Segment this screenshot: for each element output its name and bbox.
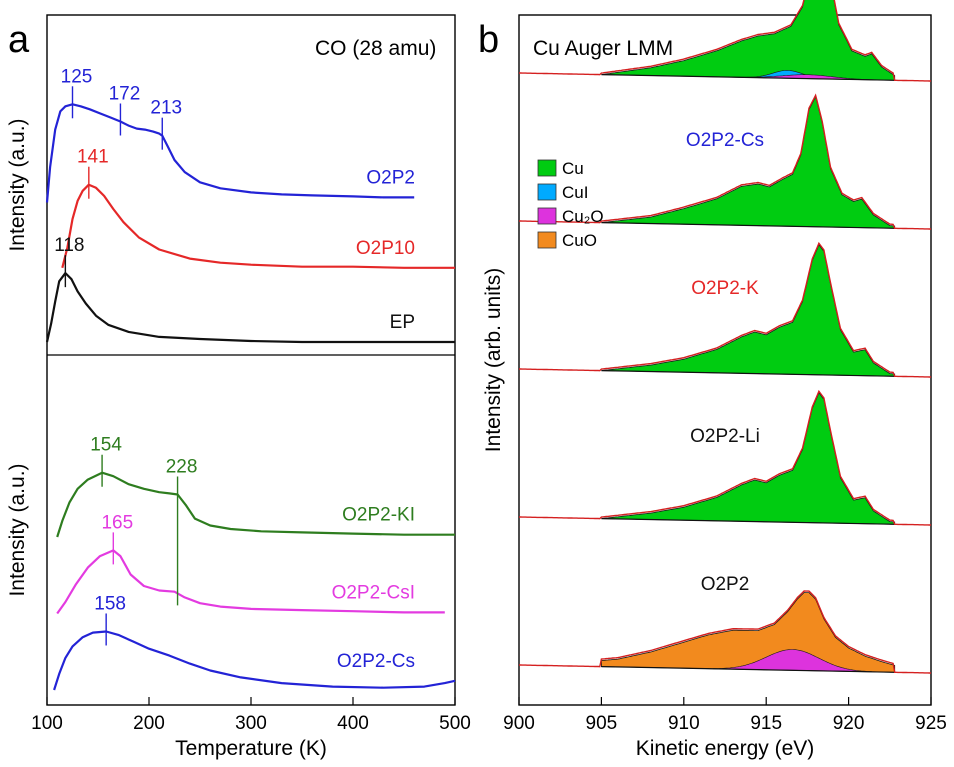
component-cu-o2p2-cs — [601, 95, 896, 229]
curve-label-o2p2-li: O2P2-Li — [690, 426, 760, 447]
fit-envelope-o2p2-k — [519, 241, 931, 378]
legend-label-cui: CuI — [562, 183, 588, 202]
panel-a-xtick-label: 400 — [337, 713, 369, 734]
series-line-o2p2-csi — [56, 549, 445, 615]
legend-swatch-cu — [537, 159, 557, 177]
component-cu-o2p2-li — [601, 392, 896, 525]
series-label-o2p2-cs: O2P2-Cs — [337, 651, 415, 672]
panel-b-ylabel: Intensity (arb. units) — [482, 268, 505, 452]
panel-a-xlabel: Temperature (K) — [175, 737, 327, 760]
panel-a-ylabel-bottom: Intensity (a.u.) — [6, 463, 29, 596]
legend-label-cu-o: Cu₂O — [562, 207, 604, 226]
panel-a: a CO (28 amu) Intensity (a.u.) Intensity… — [6, 14, 471, 760]
series-line-o2p2-cs — [53, 630, 456, 691]
series-line-o2p2-ki — [56, 471, 455, 538]
series-label-o2p2: O2P2 — [366, 167, 415, 188]
background-line-o2p2 — [601, 666, 895, 673]
panel-a-xaxis: 100 200 300 400 500 — [31, 697, 471, 734]
curve-label-o2p2-cs: O2P2-Cs — [686, 130, 764, 151]
series-label-o2p10: O2P10 — [356, 238, 415, 259]
fit-envelope-o2p2-li — [519, 389, 931, 526]
peak-label-165: 165 — [101, 512, 133, 533]
legend-swatch-cu-o — [537, 207, 557, 225]
legend-label-cu: Cu — [562, 159, 584, 178]
series-line-o2p10 — [61, 183, 455, 269]
panel-b-xtick-label: 915 — [750, 713, 782, 734]
component-cu-o2p2-k — [601, 244, 896, 377]
peak-label-141: 141 — [77, 147, 109, 168]
panel-b-xlabel: Kinetic energy (eV) — [636, 737, 815, 760]
panel-b-letter: b — [478, 19, 499, 61]
background-line-o2p2-li — [601, 518, 895, 525]
peak-label-125: 125 — [61, 66, 93, 87]
panel-b-plot: O2P2-CsI O2P2-Cs O2P2-K O2P2-Li O2P2 — [519, 0, 931, 674]
fit-envelope-o2p2-csi — [519, 0, 931, 82]
fit-envelope-o2p2-cs — [519, 93, 931, 230]
series-line-o2p2 — [45, 103, 415, 203]
panel-b-xtick-label: 910 — [668, 713, 700, 734]
panel-b-legend: Cu CuI Cu₂O CuO — [537, 159, 604, 250]
component-cuo-o2p2 — [601, 592, 896, 673]
legend-swatch-cui — [537, 183, 557, 201]
panel-b-frame — [518, 14, 932, 706]
panel-b-xtick-label: 900 — [503, 713, 535, 734]
panel-b-title: Cu Auger LMM — [533, 37, 673, 60]
peak-label-154: 154 — [90, 435, 122, 456]
panel-b-xtick-label: 920 — [833, 713, 865, 734]
series-label-o2p2-csi: O2P2-CsI — [332, 582, 415, 603]
component-cu-o-o2p2 — [713, 649, 872, 672]
panel-a-xtick-label: 300 — [235, 713, 267, 734]
panel-a-ylabel-top: Intensity (a.u.) — [6, 118, 29, 251]
series-label-o2p2-ki: O2P2-KI — [342, 505, 415, 526]
panel-b-xtick-label: 925 — [915, 713, 947, 734]
background-line-o2p2-cs — [601, 222, 895, 229]
panel-b-xtick-label: 905 — [586, 713, 618, 734]
curve-label-o2p2-csi: O2P2-CsI — [683, 0, 766, 3]
panel-a-xtick-label: 500 — [439, 713, 471, 734]
panel-a-xtick-label: 200 — [133, 713, 165, 734]
panel-b-xaxis: 900 905 910 915 920 925 — [503, 697, 947, 734]
series-label-ep: EP — [390, 312, 415, 333]
peak-label-228: 228 — [166, 457, 198, 478]
curve-label-o2p2-k: O2P2-K — [691, 278, 759, 299]
panel-a-xtick-label: 100 — [31, 713, 63, 734]
panel-a-top-plot: O2P2 O2P10 EP 125 172 213 141 118 — [45, 66, 455, 344]
panel-a-letter: a — [8, 19, 30, 61]
panel-b: b Cu Auger LMM Intensity (arb. units) Ki… — [478, 0, 947, 760]
panel-a-title: CO (28 amu) — [315, 37, 436, 60]
peak-label-172: 172 — [109, 84, 141, 105]
legend-label-cuo: CuO — [562, 231, 597, 250]
panel-a-bottom-plot: O2P2-KI O2P2-CsI O2P2-Cs 154 228 165 158 — [53, 435, 456, 691]
peak-label-118: 118 — [54, 235, 84, 256]
fit-envelope-o2p2 — [519, 590, 931, 674]
background-line-o2p2-k — [601, 370, 895, 377]
curve-label-o2p2: O2P2 — [701, 574, 750, 595]
background-line-o2p2-csi — [601, 74, 895, 81]
series-line-ep — [45, 272, 455, 344]
legend-swatch-cuo — [537, 231, 557, 249]
peak-label-158: 158 — [94, 593, 126, 614]
peak-label-213: 213 — [150, 98, 182, 119]
